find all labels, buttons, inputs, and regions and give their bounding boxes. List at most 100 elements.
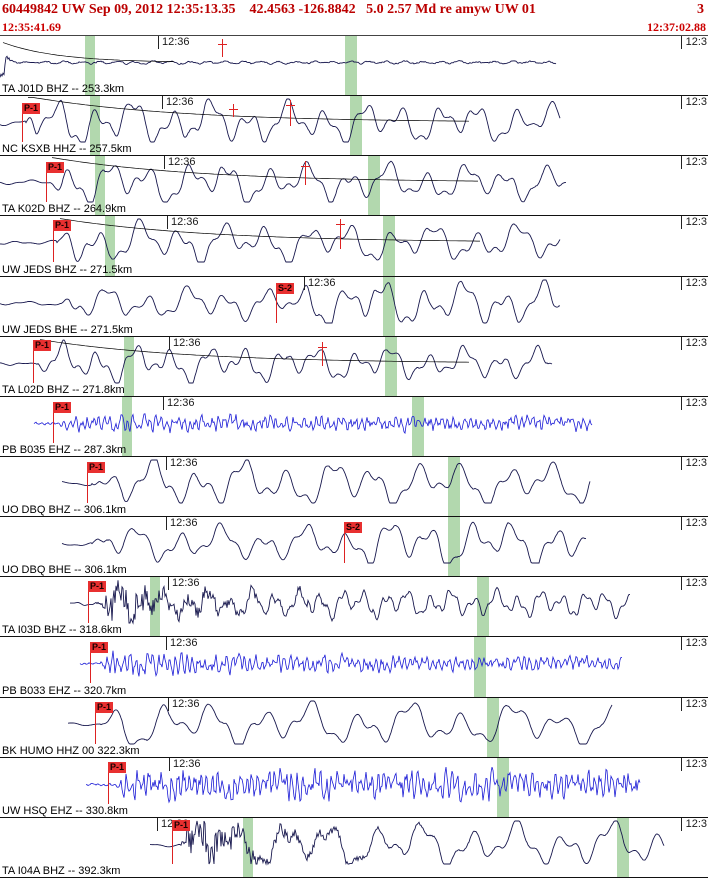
phase-pick-flag[interactable]: P-1	[108, 761, 127, 773]
minute-label: 12:36	[170, 517, 198, 530]
right-time-label: 12:3	[685, 577, 707, 590]
station-label: NC KSXB HHZ -- 257.5km	[2, 143, 132, 156]
station-label: TA I04A BHZ -- 392.3km	[2, 864, 121, 877]
phase-pick-flag[interactable]: P-1	[95, 701, 114, 713]
minute-tick	[168, 697, 169, 711]
pick-cross[interactable]	[305, 161, 306, 186]
phase-pick-line[interactable]	[22, 114, 23, 143]
phase-pick-flag[interactable]: P-1	[53, 220, 72, 232]
right-edge-tick	[681, 36, 682, 49]
right-time-label: 12:3	[685, 817, 707, 830]
pick-cross[interactable]	[340, 219, 341, 250]
minute-tick	[166, 517, 167, 531]
window-end-time: 12:37:02.88	[647, 20, 706, 34]
phase-pick-line[interactable]	[95, 712, 96, 744]
right-time-label: 12:3	[685, 697, 707, 710]
phase-pick-flag[interactable]: S-2	[276, 282, 295, 294]
phase-pick-flag[interactable]: P-1	[22, 103, 41, 115]
waveform[interactable]	[0, 637, 708, 696]
trace-row[interactable]: 12:36 12:3 TA L02D BHZ -- 271.8km P-1	[0, 336, 708, 397]
predicted-arrival-band	[150, 577, 160, 637]
waveform[interactable]	[0, 277, 708, 336]
minute-label: 12:36	[173, 336, 201, 349]
right-time-label: 12:3	[685, 216, 707, 229]
waveform[interactable]	[0, 96, 708, 155]
phase-pick-flag[interactable]: P-1	[53, 401, 72, 413]
minute-label: 12:36	[167, 396, 195, 409]
minute-label: 12:36	[168, 156, 196, 169]
phase-pick-flag[interactable]: P-1	[90, 642, 109, 654]
trace-row[interactable]: 12:36 12:3 UW JEDS BHZ -- 271.5km P-1	[0, 216, 708, 277]
trace-list: 12:36 12:3 TA J01D BHZ -- 253.3km 12:36 …	[0, 35, 708, 878]
waveform[interactable]	[0, 216, 708, 275]
waveform[interactable]	[0, 36, 708, 95]
trace-row[interactable]: 12:36 12:3 TA J01D BHZ -- 253.3km	[0, 36, 708, 97]
phase-pick-line[interactable]	[33, 350, 34, 383]
station-label: UO DBQ BHZ -- 306.1km	[2, 504, 127, 517]
right-edge-tick	[681, 276, 682, 290]
phase-pick-line[interactable]	[344, 533, 345, 564]
phase-pick-line[interactable]	[276, 293, 277, 323]
phase-pick-line[interactable]	[172, 830, 173, 864]
pick-cross[interactable]	[322, 341, 323, 366]
waveform[interactable]	[0, 457, 708, 516]
phase-pick-flag[interactable]: P-1	[172, 819, 191, 831]
pick-cross[interactable]	[290, 100, 291, 127]
minute-label: 12:36	[171, 216, 199, 229]
phase-pick-flag[interactable]: P-1	[46, 162, 65, 174]
waveform[interactable]	[0, 397, 708, 456]
minute-tick	[166, 637, 167, 651]
phase-pick-line[interactable]	[87, 472, 88, 503]
station-label: PB B035 EHZ -- 287.3km	[2, 443, 127, 456]
minute-label: 12:36	[170, 637, 198, 650]
predicted-arrival-band	[412, 396, 424, 456]
minute-tick	[168, 577, 169, 591]
pick-cross[interactable]	[233, 104, 234, 118]
trace-row[interactable]: 12:36 12:3 UO DBQ BHE -- 306.1km S-2	[0, 517, 708, 578]
phase-pick-line[interactable]	[53, 231, 54, 263]
phase-pick-line[interactable]	[88, 592, 89, 624]
trace-row[interactable]: 12:36 12:3 TA K02D BHZ -- 264.9km P-1	[0, 156, 708, 217]
trace-row[interactable]: 12:36 12:3 NC KSXB HHZ -- 257.5km P-1	[0, 96, 708, 157]
waveform-path	[79, 651, 623, 678]
phase-pick-flag[interactable]: S-2	[344, 522, 363, 534]
pick-cross[interactable]	[222, 39, 223, 57]
waveform[interactable]	[0, 698, 708, 757]
phase-pick-line[interactable]	[46, 173, 47, 203]
trace-row[interactable]: 12:36 12:3 BK HUMO HHZ 00 322.3km P-1	[0, 697, 708, 758]
phase-pick-flag[interactable]: P-1	[88, 581, 107, 593]
predicted-arrival-band	[105, 216, 115, 276]
waveform[interactable]	[0, 758, 708, 817]
waveform-path	[0, 218, 561, 263]
trace-row[interactable]: 12:36 12:3 UW JEDS BHE -- 271.5km S-2	[0, 276, 708, 337]
minute-label: 12:36	[162, 36, 190, 48]
trace-row[interactable]: 12:36 12:3 UO DBQ BHZ -- 306.1km P-1	[0, 456, 708, 518]
right-time-label: 12:3	[685, 156, 707, 169]
predicted-arrival-band	[474, 637, 486, 697]
right-edge-tick	[681, 517, 682, 531]
waveform[interactable]	[0, 517, 708, 576]
trace-row[interactable]: 12:36 12:3 TA I03D BHZ -- 318.6km P-1	[0, 577, 708, 638]
trace-row[interactable]: 12:36 12:3 TA I04A BHZ -- 392.3km P-1	[0, 817, 708, 878]
phase-pick-line[interactable]	[108, 772, 109, 804]
minute-tick	[169, 757, 170, 771]
minute-label: 12:36	[172, 577, 200, 590]
minute-tick	[163, 396, 164, 410]
coda-decay-curve	[39, 338, 470, 363]
phase-pick-flag[interactable]: P-1	[33, 339, 52, 351]
right-time-label: 12:3	[685, 637, 707, 650]
waveform[interactable]	[0, 156, 708, 215]
trace-row[interactable]: 12:36 12:3 PB B033 EHZ -- 320.7km P-1	[0, 637, 708, 698]
phase-pick-line[interactable]	[90, 653, 91, 684]
trace-row[interactable]: 12:36 12:3 UW HSQ EHZ -- 330.8km P-1	[0, 757, 708, 818]
right-time-label: 12:3	[685, 517, 707, 530]
waveform[interactable]	[0, 577, 708, 636]
phase-pick-line[interactable]	[53, 412, 54, 443]
trace-row[interactable]: 12:36 12:3 PB B035 EHZ -- 287.3km P-1	[0, 396, 708, 457]
waveform[interactable]	[0, 337, 708, 396]
right-time-label: 12:3	[685, 276, 707, 289]
waveform[interactable]	[0, 818, 708, 877]
pick-cross-bar	[229, 109, 238, 111]
phase-pick-flag[interactable]: P-1	[87, 461, 106, 473]
